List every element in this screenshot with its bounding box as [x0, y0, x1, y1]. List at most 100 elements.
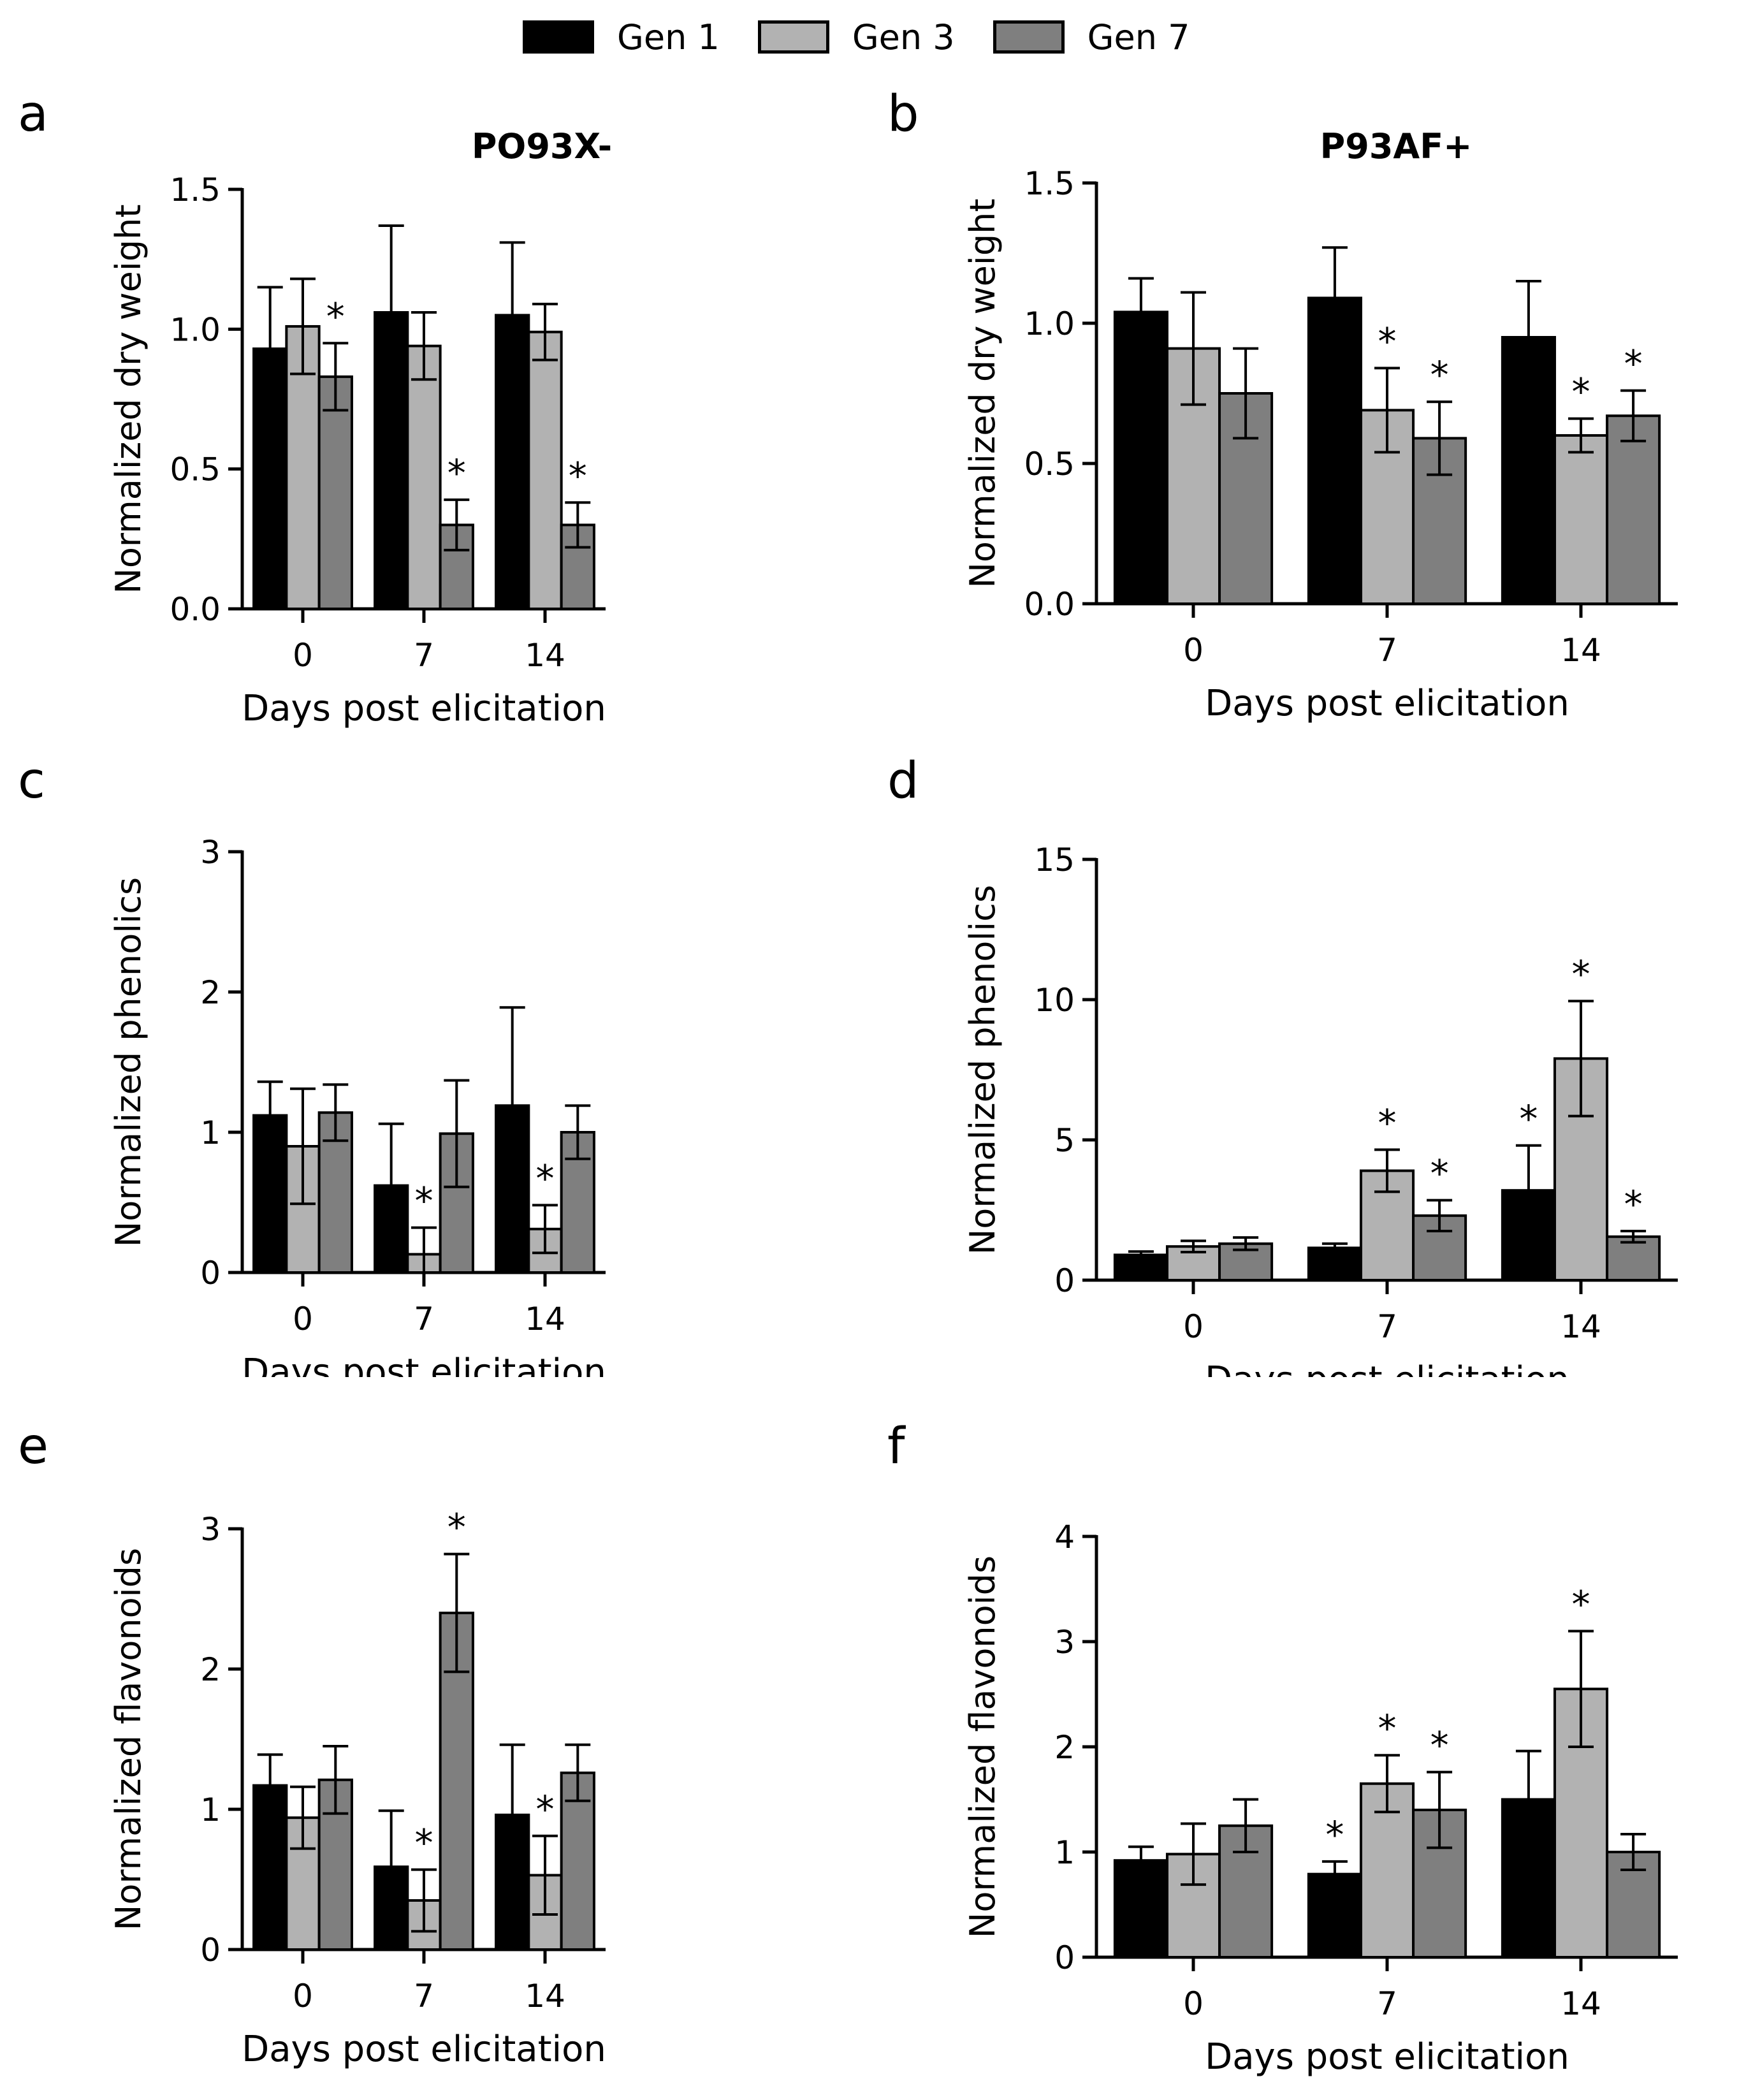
y-tick-label-d: 10: [1034, 982, 1075, 1019]
chart-e: 0 1 2 3 Normalized flavonoids 0 7 * * 14 * Days pos…: [108, 1506, 606, 2070]
significance-star-e: *: [415, 1821, 433, 1865]
panel-title-b: P93AF+: [1320, 126, 1473, 166]
y-tick-label-c: 3: [200, 834, 221, 871]
y-tick-label-f: 2: [1054, 1729, 1075, 1766]
bar-b-gen1-0: [1113, 310, 1168, 605]
significance-star-c: *: [415, 1179, 433, 1223]
bar-a-gen7-0: [317, 375, 353, 610]
y-axis-label-d: Normalized phenolics: [963, 885, 1003, 1255]
chart-b: 0.0 0.5 1.0 1.5 Normalized dry weight 0 7 * * 14 *…: [963, 165, 1678, 724]
significance-star-d: *: [1572, 952, 1590, 996]
significance-star-f: *: [1378, 1707, 1397, 1750]
panel-letter-e: e: [18, 1418, 48, 1475]
significance-star-c: *: [536, 1156, 555, 1200]
x-tick-label-d: 14: [1561, 1308, 1601, 1345]
x-tick-label-c: 0: [293, 1301, 313, 1338]
legend-label-gen3: Gen 3: [852, 17, 955, 57]
chart-c: 0 1 2 3 Normalized phenolics 0 7 * 14 * Days post …: [108, 834, 606, 1377]
y-tick-label-c: 2: [200, 974, 221, 1011]
y-axis-label-a: Normalized dry weight: [108, 204, 149, 594]
panel-letter-f: f: [887, 1418, 905, 1475]
y-tick-label-b: 0.0: [1024, 586, 1075, 623]
panel-letter-c: c: [18, 752, 45, 810]
panel-letter-d: d: [887, 752, 919, 810]
y-tick-label-f: 0: [1054, 1939, 1075, 1976]
legend: Gen 1 Gen 3 Gen 7: [523, 11, 1228, 62]
bar-b-gen3-14: [1553, 434, 1609, 605]
significance-star-b: *: [1378, 319, 1397, 363]
y-tick-label-a: 1.0: [170, 311, 221, 348]
y-tick-label-f: 3: [1054, 1624, 1075, 1661]
x-axis-label-d: Days post elicitation: [1205, 1359, 1569, 1377]
panel-letter-a: a: [18, 85, 48, 143]
legend-label-gen1: Gen 1: [617, 17, 720, 57]
y-tick-label-e: 3: [200, 1511, 221, 1548]
y-tick-label-f: 4: [1054, 1519, 1075, 1556]
significance-star-d: *: [1378, 1101, 1397, 1144]
y-tick-label-b: 1.5: [1024, 165, 1075, 202]
x-tick-label-c: 7: [414, 1301, 434, 1338]
x-axis-label-b: Days post elicitation: [1205, 683, 1569, 724]
x-tick-label-b: 7: [1377, 632, 1397, 669]
y-tick-label-d: 5: [1054, 1122, 1075, 1159]
significance-star-b: *: [1572, 370, 1590, 414]
legend-swatch-gen1: [523, 20, 594, 54]
significance-star-e: *: [447, 1506, 466, 1549]
significance-star-d: *: [1519, 1097, 1538, 1141]
legend-swatch-gen7: [993, 20, 1065, 54]
legend-item-gen1: Gen 1: [523, 17, 720, 57]
significance-star-d: *: [1624, 1183, 1643, 1226]
x-tick-label-e: 7: [414, 1978, 434, 2015]
bar-c-gen7-0: [317, 1111, 353, 1274]
legend-item-gen7: Gen 7: [993, 17, 1190, 57]
legend-swatch-gen3: [757, 20, 829, 54]
x-tick-label-b: 14: [1561, 632, 1601, 669]
y-tick-label-f: 1: [1054, 1834, 1075, 1871]
y-tick-label-a: 0.5: [170, 451, 221, 488]
x-axis-label-f: Days post elicitation: [1205, 2036, 1569, 2078]
panel-letter-b: b: [887, 85, 919, 143]
significance-star-f: *: [1430, 1724, 1449, 1767]
y-axis-label-f: Normalized flavonoids: [963, 1556, 1003, 1938]
bar-e-gen7-14: [560, 1771, 595, 1951]
y-tick-label-d: 0: [1054, 1262, 1075, 1299]
y-tick-label-a: 0.0: [170, 591, 221, 628]
x-tick-label-a: 14: [525, 637, 565, 674]
y-tick-label-a: 1.5: [170, 171, 221, 208]
chart-a: 0.0 0.5 1.0 1.5 Normalized dry weight 0 * 7 * 14 *…: [108, 171, 606, 729]
y-tick-label-c: 1: [200, 1114, 221, 1151]
x-tick-label-c: 14: [525, 1301, 565, 1338]
y-tick-label-e: 0: [200, 1932, 221, 1969]
x-axis-label-c: Days post elicitation: [242, 1352, 606, 1377]
y-axis-label-c: Normalized phenolics: [108, 877, 149, 1247]
chart-d: 0 5 10 15 Normalized phenolics 0 7 * * 14 * * * Days …: [963, 842, 1678, 1377]
x-tick-label-f: 0: [1183, 1985, 1204, 2022]
significance-star-a: *: [569, 454, 587, 497]
x-tick-label-d: 7: [1377, 1308, 1397, 1345]
y-tick-label-c: 0: [200, 1255, 221, 1292]
y-axis-label-b: Normalized dry weight: [963, 198, 1003, 588]
y-tick-label-e: 1: [200, 1791, 221, 1828]
chart-f: 0 1 2 3 4 Normalized flavonoids 0 7 * * * 14 * Days p…: [963, 1519, 1678, 2078]
y-tick-label-b: 1.0: [1024, 305, 1075, 342]
x-axis-label-e: Days post elicitation: [242, 2029, 606, 2070]
x-tick-label-a: 7: [414, 637, 434, 674]
x-tick-label-e: 0: [293, 1978, 313, 2015]
bar-a-gen3-14: [527, 330, 563, 610]
x-axis-label-a: Days post elicitation: [242, 688, 606, 729]
x-tick-label-f: 7: [1377, 1985, 1397, 2022]
y-axis-label-e: Normalized flavonoids: [108, 1548, 149, 1930]
significance-star-e: *: [536, 1788, 555, 1831]
bar-b-gen7-0: [1218, 392, 1274, 605]
significance-star-b: *: [1430, 353, 1449, 397]
y-tick-label-d: 15: [1034, 842, 1075, 879]
x-tick-label-f: 14: [1561, 1985, 1601, 2022]
significance-star-b: *: [1624, 342, 1643, 386]
x-tick-label-b: 0: [1183, 632, 1204, 669]
significance-star-f: *: [1325, 1813, 1344, 1856]
x-tick-label-e: 14: [525, 1978, 565, 2015]
panel-title-a: PO93X-: [471, 126, 613, 166]
legend-label-gen7: Gen 7: [1087, 17, 1190, 57]
y-tick-label-b: 0.5: [1024, 446, 1075, 483]
